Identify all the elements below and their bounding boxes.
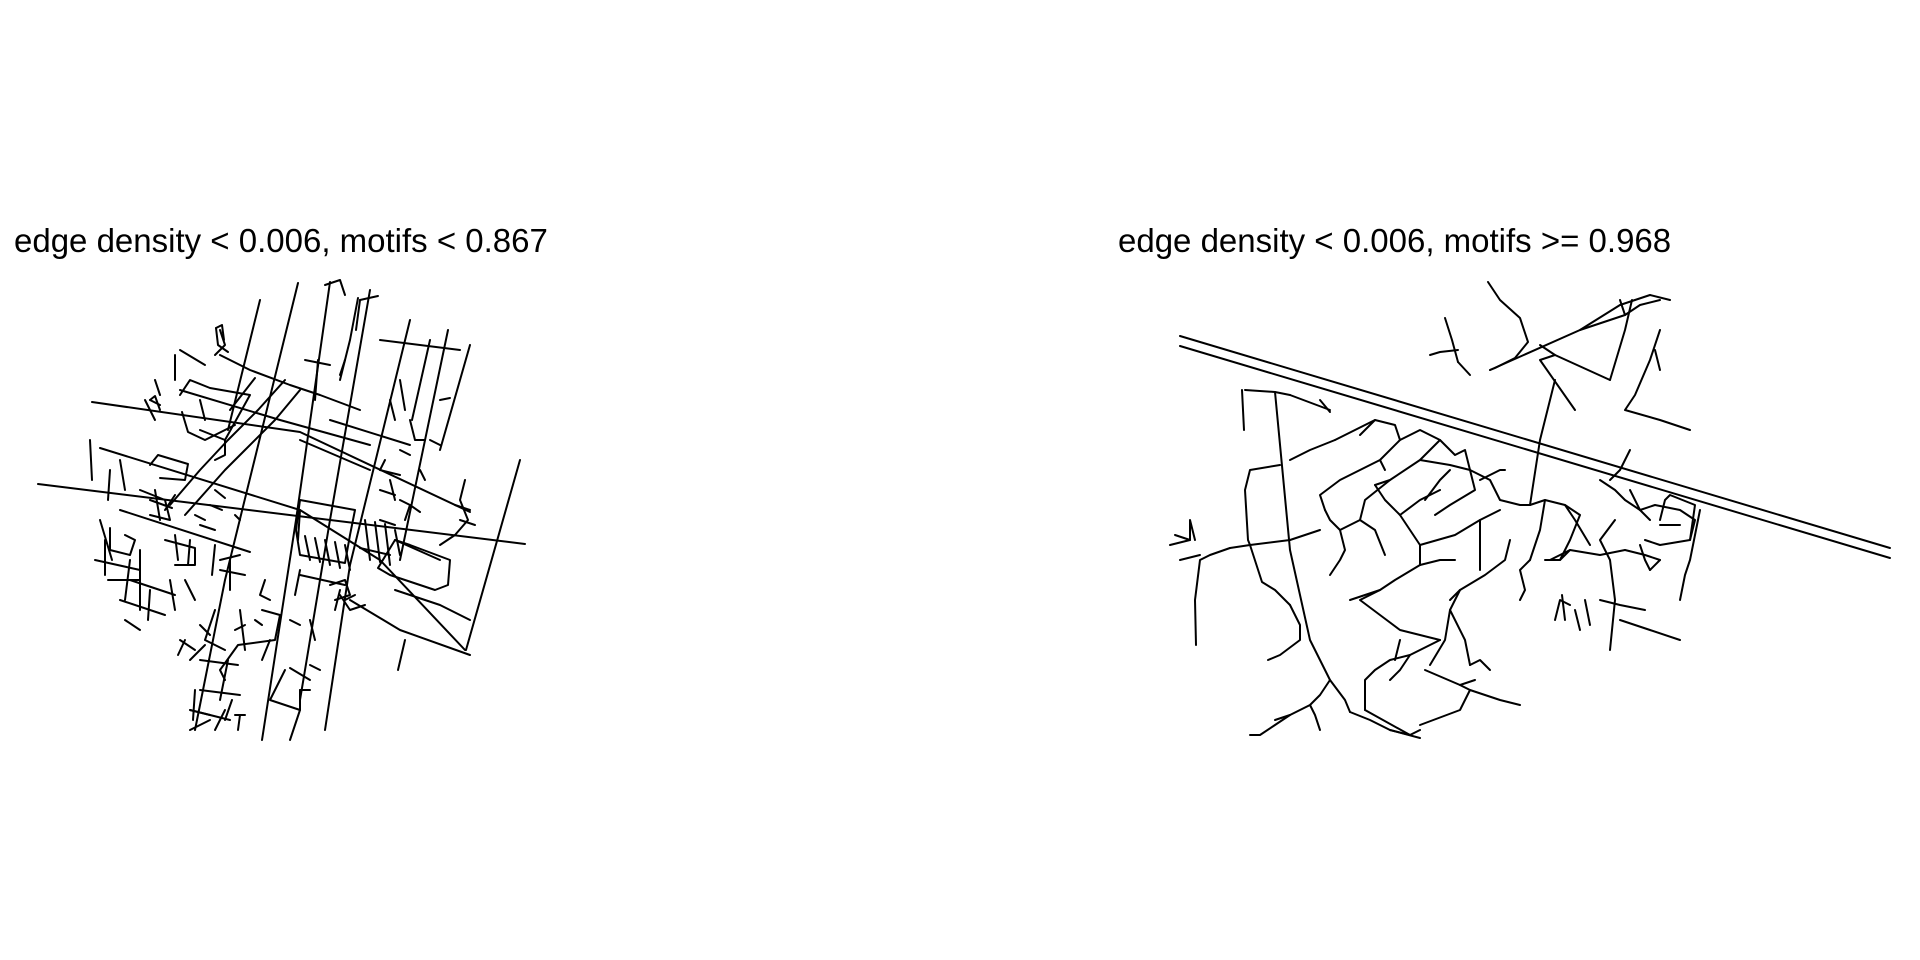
street-network-map-left (37, 279, 526, 741)
road-network-left (37, 279, 526, 741)
road-network-right (1169, 281, 1891, 739)
panel-title-right: edge density < 0.006, motifs >= 0.968 (1118, 222, 1672, 259)
panel-title-left: edge density < 0.006, motifs < 0.867 (14, 222, 548, 259)
